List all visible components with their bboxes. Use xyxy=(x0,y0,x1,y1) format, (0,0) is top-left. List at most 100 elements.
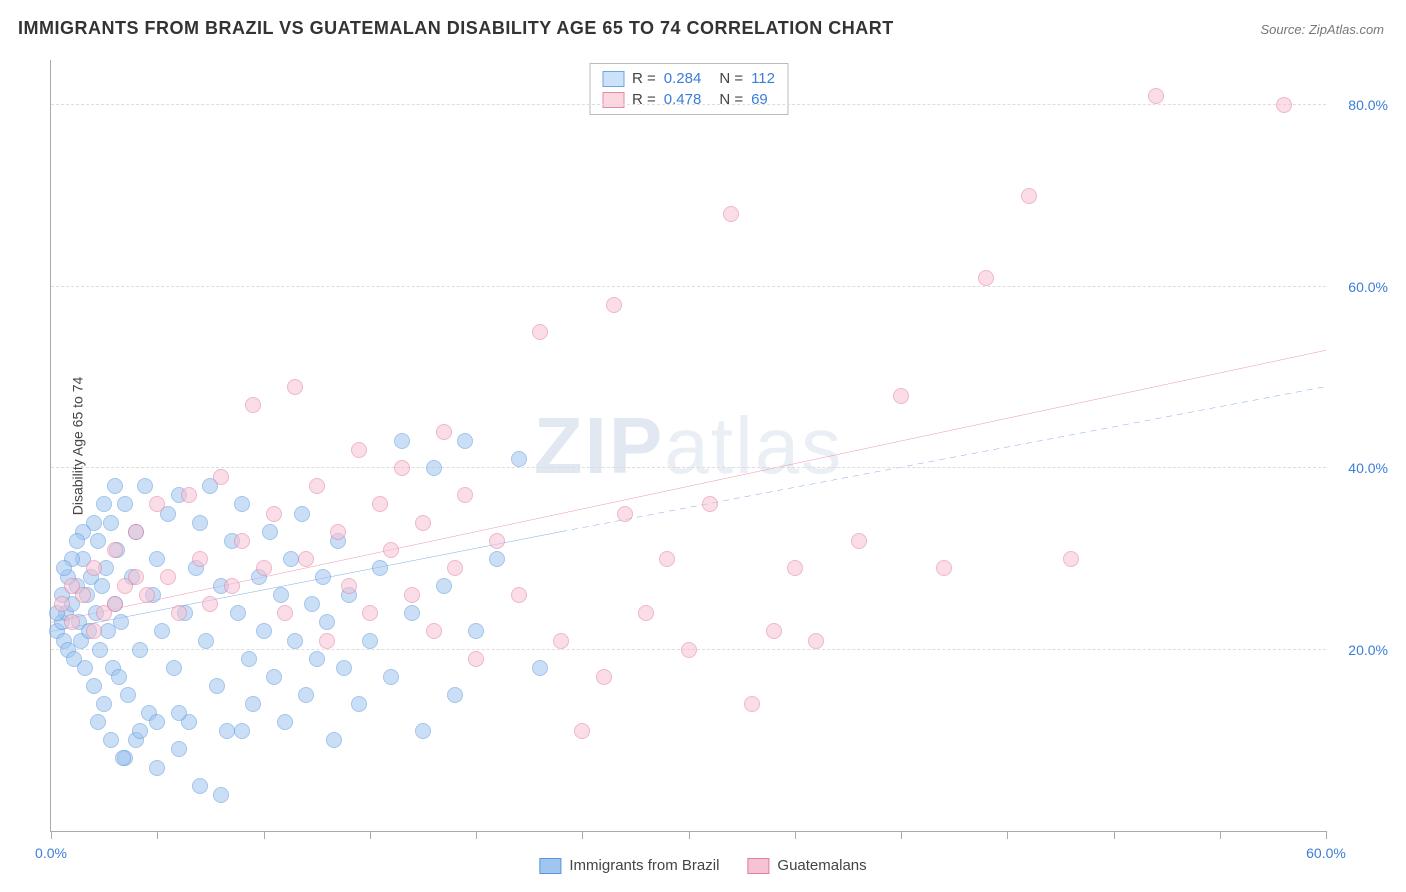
data-point xyxy=(149,760,165,776)
data-point xyxy=(298,687,314,703)
data-point xyxy=(94,578,110,594)
y-tick-label: 20.0% xyxy=(1348,642,1388,658)
data-point xyxy=(532,660,548,676)
data-point xyxy=(1063,551,1079,567)
data-point xyxy=(273,587,289,603)
data-point xyxy=(309,651,325,667)
data-point xyxy=(245,397,261,413)
data-point xyxy=(192,551,208,567)
data-point xyxy=(86,623,102,639)
data-point xyxy=(181,487,197,503)
data-point xyxy=(117,496,133,512)
data-point xyxy=(132,723,148,739)
data-point xyxy=(115,750,131,766)
x-tick xyxy=(689,831,690,839)
data-point xyxy=(107,542,123,558)
data-point xyxy=(56,560,72,576)
data-point xyxy=(149,551,165,567)
data-point xyxy=(532,324,548,340)
data-point xyxy=(436,424,452,440)
data-point xyxy=(681,642,697,658)
data-point xyxy=(149,714,165,730)
data-point xyxy=(160,569,176,585)
data-point xyxy=(489,551,505,567)
data-point xyxy=(394,433,410,449)
data-point xyxy=(304,596,320,612)
data-point xyxy=(436,578,452,594)
data-point xyxy=(702,496,718,512)
legend-r-label: R = xyxy=(632,70,656,87)
data-point xyxy=(287,379,303,395)
legend-swatch xyxy=(539,858,561,874)
data-point xyxy=(596,669,612,685)
grid-line xyxy=(51,286,1326,287)
data-point xyxy=(383,542,399,558)
data-point xyxy=(336,660,352,676)
data-point xyxy=(234,533,250,549)
data-point xyxy=(86,560,102,576)
data-point xyxy=(266,669,282,685)
data-point xyxy=(394,460,410,476)
stats-legend: R =0.284N =112R =0.478N =69 xyxy=(589,63,788,115)
x-tick xyxy=(157,831,158,839)
data-point xyxy=(383,669,399,685)
data-point xyxy=(224,578,240,594)
data-point xyxy=(283,551,299,567)
data-point xyxy=(766,623,782,639)
data-point xyxy=(219,723,235,739)
data-point xyxy=(936,560,952,576)
data-point xyxy=(96,696,112,712)
trend-line xyxy=(51,350,1326,622)
data-point xyxy=(851,533,867,549)
data-point xyxy=(64,614,80,630)
data-point xyxy=(77,660,93,676)
data-point xyxy=(893,388,909,404)
data-point xyxy=(111,669,127,685)
data-point xyxy=(326,732,342,748)
data-point xyxy=(978,270,994,286)
data-point xyxy=(103,515,119,531)
data-point xyxy=(120,687,136,703)
data-point xyxy=(128,569,144,585)
data-point xyxy=(330,524,346,540)
data-point xyxy=(241,651,257,667)
data-point xyxy=(638,605,654,621)
data-point xyxy=(69,533,85,549)
data-point xyxy=(107,478,123,494)
data-point xyxy=(426,623,442,639)
x-tick xyxy=(370,831,371,839)
data-point xyxy=(213,787,229,803)
chart-title: IMMIGRANTS FROM BRAZIL VS GUATEMALAN DIS… xyxy=(18,18,894,39)
legend-n-label: N = xyxy=(719,70,743,87)
data-point xyxy=(90,714,106,730)
data-point xyxy=(447,687,463,703)
data-point xyxy=(132,642,148,658)
legend-n-value: 69 xyxy=(751,91,768,108)
data-point xyxy=(103,732,119,748)
data-point xyxy=(415,723,431,739)
data-point xyxy=(744,696,760,712)
data-point xyxy=(574,723,590,739)
x-tick-label: 60.0% xyxy=(1306,845,1346,861)
data-point xyxy=(606,297,622,313)
data-point xyxy=(1276,97,1292,113)
series-legend-item: Guatemalans xyxy=(747,857,866,874)
data-point xyxy=(808,633,824,649)
data-point xyxy=(468,623,484,639)
stats-legend-row: R =0.478N =69 xyxy=(602,89,775,110)
data-point xyxy=(787,560,803,576)
data-point xyxy=(107,596,123,612)
data-point xyxy=(617,506,633,522)
series-name: Guatemalans xyxy=(777,857,866,874)
data-point xyxy=(298,551,314,567)
data-point xyxy=(457,487,473,503)
data-point xyxy=(113,614,129,630)
data-point xyxy=(415,515,431,531)
x-tick-label: 0.0% xyxy=(35,845,67,861)
chart-plot-area: ZIPatlas R =0.284N =112R =0.478N =69 20.… xyxy=(50,60,1326,832)
data-point xyxy=(315,569,331,585)
data-point xyxy=(234,496,250,512)
data-point xyxy=(404,587,420,603)
y-tick-label: 40.0% xyxy=(1348,460,1388,476)
data-point xyxy=(96,496,112,512)
